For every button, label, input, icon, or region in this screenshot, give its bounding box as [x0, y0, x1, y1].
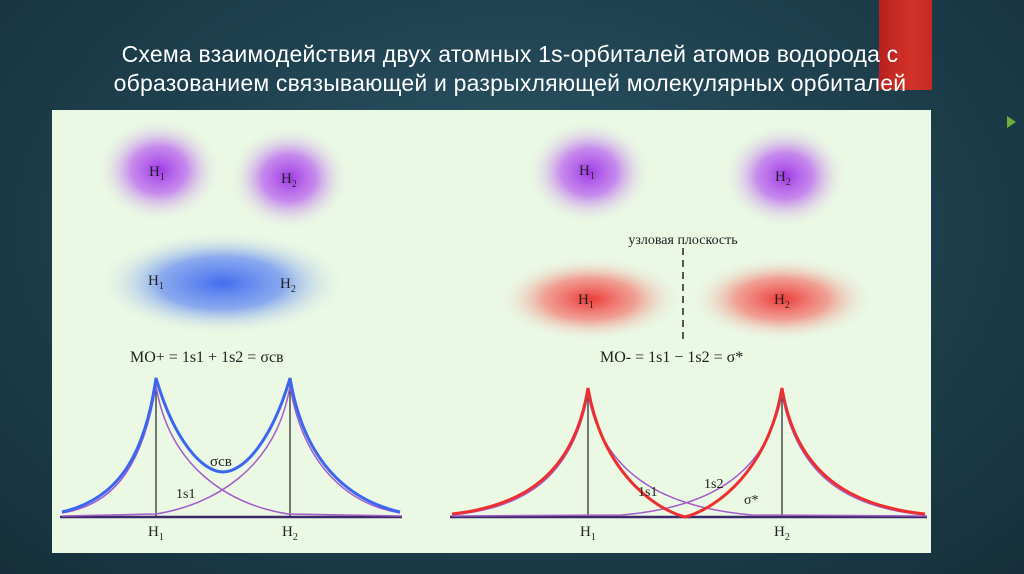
antibonding-axis-label-h1: H1 [580, 524, 596, 543]
slide-arrow-icon [1007, 116, 1016, 128]
title-line-1: Схема взаимодействия двух атомных 1s-орб… [121, 41, 899, 67]
antibonding-1s2-curve [451, 393, 926, 517]
cloud-label-h2-b: H2 [775, 169, 791, 188]
bonding-plot: σсв 1s1 H1 H2 [60, 377, 403, 543]
bonding-axis-label-h1: H1 [148, 524, 164, 543]
nodal-plane-label: узловая плоскость [628, 233, 737, 248]
bonding-1s1-curve [61, 385, 403, 517]
bonding-cloud [97, 231, 347, 335]
atom-cloud-h1-left [97, 118, 221, 222]
bonding-sigma-label: σсв [210, 454, 232, 470]
orbital-diagram: узловая плоскость H1 H2 H1 H2 H1 H2 H1 H… [52, 110, 931, 553]
cloud-label-h1-d: H1 [578, 292, 594, 311]
slide-title: Схема взаимодействия двух атомных 1s-орб… [20, 40, 1000, 98]
antibonding-lobe-right [690, 257, 874, 341]
atom-cloud-h2-left [229, 126, 349, 230]
cloud-label-h2-d: H2 [774, 292, 790, 311]
accent-bar [879, 0, 932, 90]
cloud-label-h1-b: H1 [579, 163, 595, 182]
antibonding-1s2-label: 1s2 [704, 477, 723, 492]
cloud-label-h1-a: H1 [149, 164, 165, 183]
antibonding-1s1-label: 1s1 [638, 485, 657, 500]
antibonding-lobe-left [498, 257, 682, 341]
atom-cloud-h2-right [723, 124, 847, 228]
antibonding-formula: MO- = 1s1 − 1s2 = σ* [600, 349, 743, 366]
bonding-axis-label-h2: H2 [282, 524, 298, 543]
cloud-label-h2-c: H2 [280, 276, 296, 295]
orbital-diagram-svg: узловая плоскость H1 H2 H1 H2 H1 H2 H1 H… [60, 118, 928, 543]
antibonding-axis-label-h2: H2 [774, 524, 790, 543]
atom-cloud-h1-right [527, 120, 651, 224]
antibonding-sigma-label: σ* [744, 493, 759, 508]
cloud-label-h1-c: H1 [148, 273, 164, 292]
cloud-label-h2-a: H2 [281, 171, 297, 190]
bonding-1s1-label: 1s1 [176, 487, 195, 502]
antibonding-sigma-curve [451, 387, 926, 519]
bonding-formula: MO+ = 1s1 + 1s2 = σсв [130, 349, 284, 366]
bonding-1s2-curve [61, 385, 401, 517]
bonding-sigma-curve [61, 377, 401, 514]
antibonding-plot: 1s1 1s2 σ* H1 H2 [450, 387, 928, 543]
title-line-2: образованием связывающей и разрыхляющей … [113, 70, 907, 96]
